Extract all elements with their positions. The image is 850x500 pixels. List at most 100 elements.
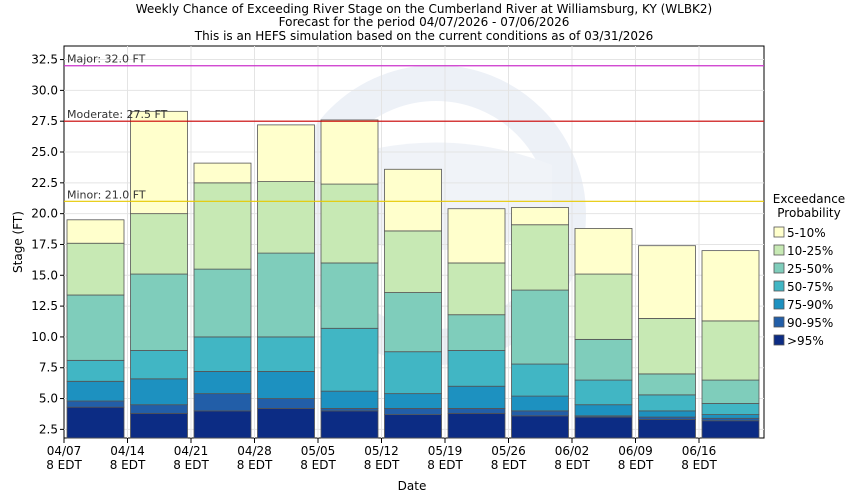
x-tick-time: 8 EDT [237, 458, 273, 472]
y-axis-label: Stage (FT) [11, 211, 25, 273]
x-tick-time: 8 EDT [110, 458, 146, 472]
legend-title: Exceedance [773, 192, 845, 206]
bar-segment [66, 219, 125, 244]
bar-segment [130, 404, 188, 414]
x-tick-date: 05/26 [491, 444, 526, 458]
bar-segment [66, 380, 125, 402]
threshold-label: Minor: 21.0 FT [67, 188, 146, 201]
week-bar [320, 119, 379, 439]
bar-segment [574, 338, 633, 381]
bar-segment [193, 182, 252, 270]
bar-segment [320, 410, 379, 439]
bar-segment [447, 412, 506, 439]
week-bar [193, 162, 252, 439]
bar-segment [701, 420, 760, 439]
bar-segment [193, 371, 252, 395]
bar-segment [130, 412, 188, 439]
bar-segment [574, 404, 633, 417]
week-bar [257, 124, 315, 439]
y-tick-label: 5.0 [39, 392, 58, 406]
bar-segment [66, 400, 125, 408]
legend-swatch [773, 298, 785, 310]
week-bar [638, 245, 696, 439]
x-tick-date: 06/16 [682, 444, 717, 458]
bar-segment [511, 289, 569, 365]
bar-segment [511, 207, 569, 226]
legend-entry: 25-50% [787, 262, 833, 276]
bar-segment [130, 110, 188, 215]
bar-segment [320, 262, 379, 329]
x-tick-date: 04/07 [47, 444, 82, 458]
legend-entry: 5-10% [787, 226, 826, 240]
bar-segment [384, 408, 442, 415]
week-bar [574, 228, 633, 439]
bar-segment [130, 378, 188, 406]
bar-segment [638, 394, 696, 412]
y-tick-label: 22.5 [31, 176, 58, 190]
y-tick-label: 27.5 [31, 114, 58, 128]
bar-segment [320, 327, 379, 392]
x-tick-time: 8 EDT [46, 458, 82, 472]
flood-thresholds: Major: 32.0 FT Moderate: 27.5 FT Minor: 21… [64, 53, 764, 202]
bar-segment [638, 373, 696, 396]
legend-entry: 90-95% [787, 316, 833, 330]
bar-segment [193, 162, 252, 184]
x-tick-time: 8 EDT [554, 458, 590, 472]
x-tick-time: 8 EDT [300, 458, 336, 472]
legend-title: Probability [777, 206, 840, 220]
bar-segment [638, 245, 696, 319]
legend-swatch [773, 226, 785, 238]
bar-segment [130, 213, 188, 275]
y-tick-label: 7.5 [39, 361, 58, 375]
x-tick-date: 05/05 [301, 444, 336, 458]
bar-segment [130, 273, 188, 351]
y-tick-label: 25.0 [31, 145, 58, 159]
bar-segment [384, 414, 442, 439]
bar-segment [66, 406, 125, 439]
x-tick-time: 8 EDT [364, 458, 400, 472]
x-tick-date: 05/19 [428, 444, 463, 458]
week-bar [701, 250, 760, 439]
legend-swatch [773, 280, 785, 292]
legend-swatch [773, 262, 785, 274]
bar-segment [511, 415, 569, 439]
bar-segment [447, 314, 506, 351]
title-line-2: Forecast for the period 04/07/2026 - 07/… [279, 15, 570, 29]
legend-entry: 75-90% [787, 298, 833, 312]
y-tick-label: 2.5 [39, 422, 58, 436]
y-tick-label: 12.5 [31, 299, 58, 313]
x-tick-date: 06/09 [618, 444, 653, 458]
bar-segment [257, 408, 315, 439]
bar-segment [447, 208, 506, 264]
bar-segment [574, 273, 633, 340]
bar-segment [320, 183, 379, 264]
bar-segment [320, 390, 379, 409]
y-tick-label: 15.0 [31, 268, 58, 282]
legend-entry: 10-25% [787, 244, 833, 258]
x-tick-date: 04/21 [174, 444, 209, 458]
y-tick-label: 20.0 [31, 207, 58, 221]
bar-segment [701, 320, 760, 381]
bar-segment [257, 181, 315, 254]
threshold-label: Moderate: 27.5 FT [67, 108, 168, 121]
week-bar [384, 168, 442, 439]
y-tick-label: 32.5 [31, 53, 58, 67]
legend-swatch [773, 316, 785, 328]
bar-segment [447, 262, 506, 316]
bar-segment [574, 379, 633, 406]
bar-segment [384, 292, 442, 353]
bar-segment [511, 224, 569, 291]
bar-segment [511, 363, 569, 397]
week-bar [66, 219, 125, 439]
bar-segment [638, 410, 696, 418]
bar-segment [66, 242, 125, 296]
bar-segment [447, 385, 506, 409]
bar-segment [257, 398, 315, 409]
chart-title: Weekly Chance of Exceeding River Stage o… [136, 2, 713, 43]
bar-segment [320, 119, 379, 185]
bar-segment [66, 359, 125, 382]
bar-segment [447, 350, 506, 387]
